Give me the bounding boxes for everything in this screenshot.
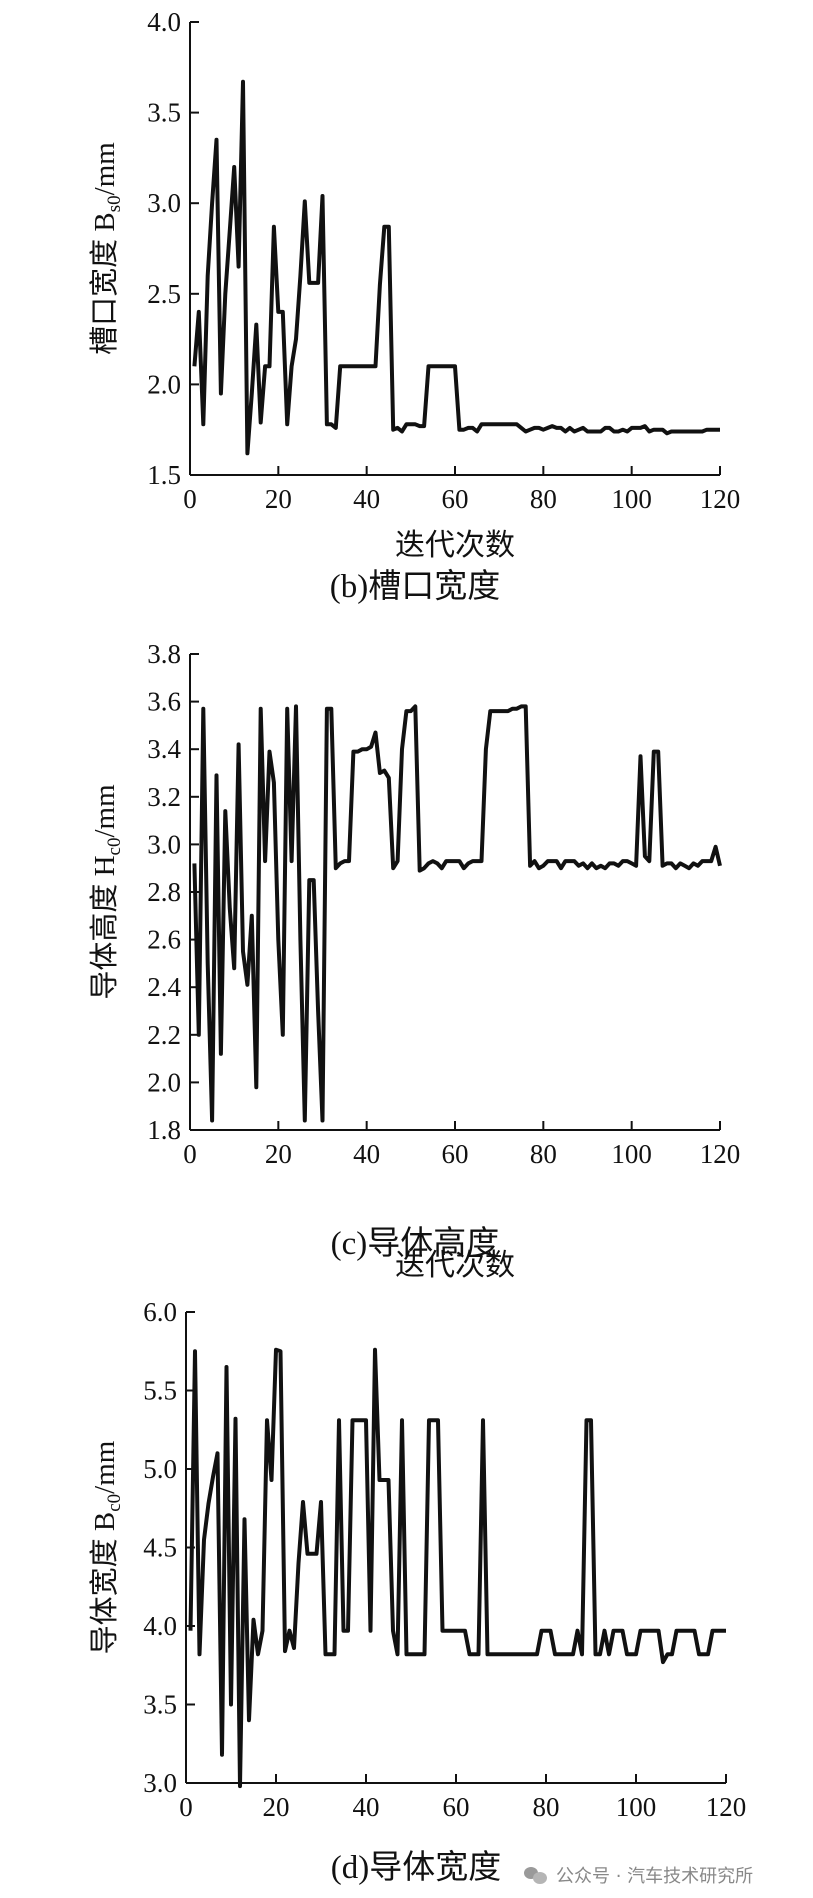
y-tick-label: 4.0 [143,1611,177,1641]
y-axis-label: 导体高度 Hc0/mm [88,784,125,1000]
y-axis-label-unit: /mm [89,1440,121,1494]
x-tick-label: 80 [530,484,557,514]
y-tick-label: 3.0 [143,1768,177,1798]
y-tick-label: 3.0 [147,188,181,218]
y-tick-label: 6.0 [143,1297,177,1327]
y-tick-label: 2.4 [147,972,181,1002]
chart-1: 0 20 40 60 80 100 120 1.8 2.0 2.2 2.4 2.6 2.8 3.0 3.2 3… [88,639,740,1282]
x-tick-label: 80 [533,1792,560,1822]
watermark-text: 公众号 · 汽车技术研究所 [556,1866,754,1887]
y-tick-label: 5.5 [143,1376,177,1406]
y-axis-label-main: 导体高度 H [88,855,121,999]
y-tick-label: 5.0 [143,1454,177,1484]
x-axis-label: 迭代次数 [395,529,515,562]
y-axis-label: 槽口宽度 Bs0/mm [88,142,125,355]
y-tick-label: 1.5 [147,460,181,490]
y-axis-label: 导体宽度 Bc0/mm [88,1440,125,1654]
x-tick-label: 0 [179,1792,193,1822]
y-tick-label: 3.0 [147,829,181,859]
series-line-0 [188,1347,726,1789]
y-tick-label: 2.0 [147,1067,181,1097]
y-axis-label-unit: /mm [89,784,121,838]
chart-0: 0 20 40 60 80 100 120 1.5 2.0 2.5 3.0 3.5 4.0 迭代次数 槽口宽… [88,7,740,605]
x-tick-label: 60 [443,1792,470,1822]
x-tick-label: 120 [700,1139,741,1169]
x-tick-label: 80 [530,1139,557,1169]
x-tick-label: 40 [353,1139,380,1169]
y-tick-label: 4.0 [147,7,181,37]
y-tick-label: 3.2 [147,782,181,812]
y-tick-label: 3.5 [147,98,181,128]
y-axis-label-main: 槽口宽度 B [88,212,121,355]
x-tick-label: 120 [706,1792,747,1822]
chart-2: 0204060801001203.03.54.04.55.05.56.0迭代次数… [88,1297,747,1886]
y-axis-label-main: 导体宽度 B [88,1512,121,1655]
y-tick-label: 4.5 [143,1533,177,1563]
chart-caption: (c)导体高度 [331,1225,500,1262]
y-tick-label: 3.4 [147,734,181,764]
y-tick-label: 3.8 [147,639,181,669]
y-tick-label: 2.8 [147,877,181,907]
x-tick-label: 0 [183,1139,197,1169]
x-tick-label: 100 [616,1792,657,1822]
y-axis-label-sub: s0 [104,195,125,212]
y-tick-label: 2.6 [147,925,181,955]
series-line-0 [192,704,722,1123]
series-line-0 [192,79,720,456]
x-tick-label: 20 [263,1792,290,1822]
x-tick-label: 120 [700,484,741,514]
x-tick-label: 0 [183,484,197,514]
chart-caption: (d)导体宽度 [331,1849,501,1886]
y-axis-label-unit: /mm [89,142,121,196]
chart-caption: (b)槽口宽度 [330,568,500,605]
wechat-icon [524,1865,548,1885]
y-tick-label: 2.5 [147,279,181,309]
y-tick-label: 3.5 [143,1690,177,1720]
watermark: 公众号 · 汽车技术研究所 [524,1860,804,1890]
x-tick-label: 40 [353,484,380,514]
x-axis-label: 迭代次数 [395,1249,515,1282]
x-tick-label: 100 [611,484,652,514]
y-tick-label: 3.6 [147,687,181,717]
y-axis-label-sub: c0 [104,838,125,856]
x-tick-label: 100 [611,1139,652,1169]
y-axis-label-sub: c0 [104,1494,125,1512]
x-tick-label: 60 [442,1139,469,1169]
y-tick-label: 2.0 [147,369,181,399]
x-tick-label: 20 [265,484,292,514]
x-tick-label: 40 [353,1792,380,1822]
y-tick-label: 2.2 [147,1020,181,1050]
x-tick-label: 20 [265,1139,292,1169]
x-tick-label: 60 [442,484,469,514]
y-tick-label: 1.8 [147,1115,181,1145]
